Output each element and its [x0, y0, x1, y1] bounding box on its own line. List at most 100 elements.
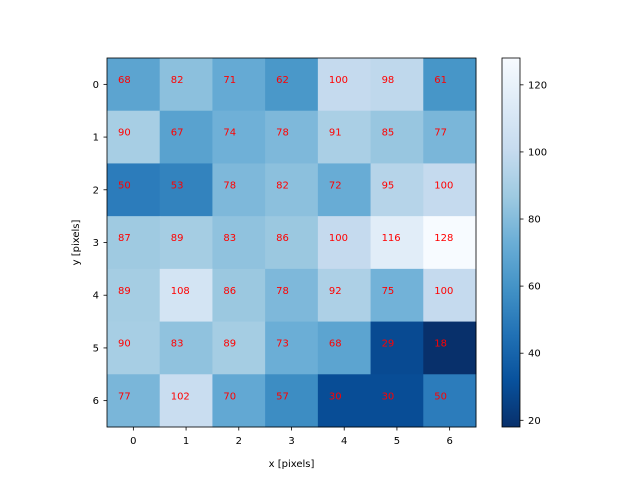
heatmap-cell [317, 216, 372, 270]
x-tick-label: 3 [288, 436, 294, 447]
cell-value-label: 90 [118, 128, 131, 139]
cell-value-label: 95 [382, 180, 395, 191]
cell-value-label: 29 [382, 339, 395, 350]
heatmap-cells [107, 58, 477, 428]
heatmap-cell [317, 163, 372, 217]
x-axis-label: x [pixels] [269, 459, 315, 470]
heatmap-value-labels: 68 82 71 62 100 98 61 90 67 74 78 91 85 77 50 53 78 82 72 9… [118, 75, 453, 402]
heatmap-cell [423, 321, 477, 375]
colorbar [501, 57, 521, 428]
heatmap-cell [370, 58, 424, 112]
cell-value-label: 92 [329, 286, 342, 297]
cell-value-label: 73 [276, 339, 289, 350]
heatmap-cell [159, 268, 213, 323]
heatmap-cell [265, 268, 319, 323]
colorbar-tick-label: 100 [528, 147, 547, 158]
heatmap-cell [107, 58, 161, 112]
y-tick-label: 3 [93, 238, 99, 249]
heatmap-cell [317, 268, 372, 323]
heatmap-cell [212, 374, 266, 428]
cell-value-label: 77 [118, 391, 131, 402]
heatmap-cell [423, 110, 477, 164]
heatmap-cell [159, 110, 213, 164]
cell-value-label: 83 [223, 233, 236, 244]
heatmap-cell [107, 374, 161, 428]
x-tick-label: 5 [394, 436, 400, 447]
colorbar-tick-label: 20 [528, 416, 541, 427]
heatmap-cell [370, 110, 424, 164]
cell-value-label: 82 [276, 180, 289, 191]
heatmap-cell [107, 110, 161, 164]
heatmap-cell [159, 321, 213, 375]
cell-value-label: 87 [118, 233, 131, 244]
heatmap-cell [107, 163, 161, 217]
heatmap-cell [317, 58, 372, 112]
heatmap-cell [159, 58, 213, 112]
colorbar-tick-label: 40 [528, 349, 541, 360]
heatmap-cell [212, 163, 266, 217]
cell-value-label: 78 [276, 128, 289, 139]
cell-value-label: 86 [276, 233, 289, 244]
cell-value-label: 61 [434, 75, 447, 86]
cell-value-label: 62 [276, 75, 289, 86]
cell-value-label: 77 [434, 128, 447, 139]
colorbar-axis: 20 40 60 80 100 120 [520, 80, 547, 427]
cell-value-label: 100 [434, 286, 453, 297]
heatmap-cell [423, 268, 477, 323]
heatmap-cell [212, 321, 266, 375]
heatmap-cell [107, 321, 161, 375]
heatmap-cell [212, 216, 266, 270]
cell-value-label: 86 [223, 286, 236, 297]
heatmap-cell [423, 163, 477, 217]
y-tick-label: 0 [93, 80, 99, 91]
y-tick-label: 5 [93, 343, 99, 354]
cell-value-label: 30 [329, 391, 342, 402]
cell-value-label: 30 [382, 391, 395, 402]
cell-value-label: 78 [276, 286, 289, 297]
cell-value-label: 70 [223, 391, 236, 402]
heatmap-cell [370, 374, 424, 428]
y-tick-label: 6 [93, 396, 99, 407]
heatmap-cell [159, 216, 213, 270]
colorbar-tick-label: 120 [528, 80, 547, 91]
heatmap-cell [265, 163, 319, 217]
cell-value-label: 108 [171, 286, 190, 297]
colorbar-tick-label: 80 [528, 215, 541, 226]
cell-value-label: 68 [118, 75, 131, 86]
heatmap-cell [317, 321, 372, 375]
cell-value-label: 67 [171, 128, 184, 139]
cell-value-label: 50 [434, 391, 447, 402]
cell-value-label: 68 [329, 339, 342, 350]
x-tick-label: 0 [130, 436, 136, 447]
cell-value-label: 100 [434, 180, 453, 191]
heatmap-cell [423, 216, 477, 270]
heatmap-cell [265, 374, 319, 428]
cell-value-label: 89 [171, 233, 184, 244]
cell-value-label: 89 [118, 286, 131, 297]
heatmap-cell [265, 321, 319, 375]
cell-value-label: 82 [171, 75, 184, 86]
x-tick-label: 4 [341, 436, 347, 447]
y-tick-label: 2 [93, 185, 99, 196]
heatmap-cell [212, 58, 266, 112]
heatmap-cell [107, 268, 161, 323]
cell-value-label: 89 [223, 339, 236, 350]
cell-value-label: 74 [223, 128, 236, 139]
heatmap-cell [159, 163, 213, 217]
heatmap-cell [265, 216, 319, 270]
heatmap-cell [265, 58, 319, 112]
cell-value-label: 53 [171, 180, 184, 191]
cell-value-label: 116 [382, 233, 401, 244]
heatmap-cell [265, 110, 319, 164]
heatmap-cell [107, 216, 161, 270]
heatmap-cell [423, 374, 477, 428]
cell-value-label: 100 [329, 233, 348, 244]
heatmap-cell [212, 268, 266, 323]
cell-value-label: 85 [382, 128, 395, 139]
cell-value-label: 71 [223, 75, 236, 86]
cell-value-label: 128 [434, 233, 453, 244]
colorbar-tick-label: 60 [528, 282, 541, 293]
cell-value-label: 18 [434, 339, 447, 350]
heatmap-cell [370, 321, 424, 375]
